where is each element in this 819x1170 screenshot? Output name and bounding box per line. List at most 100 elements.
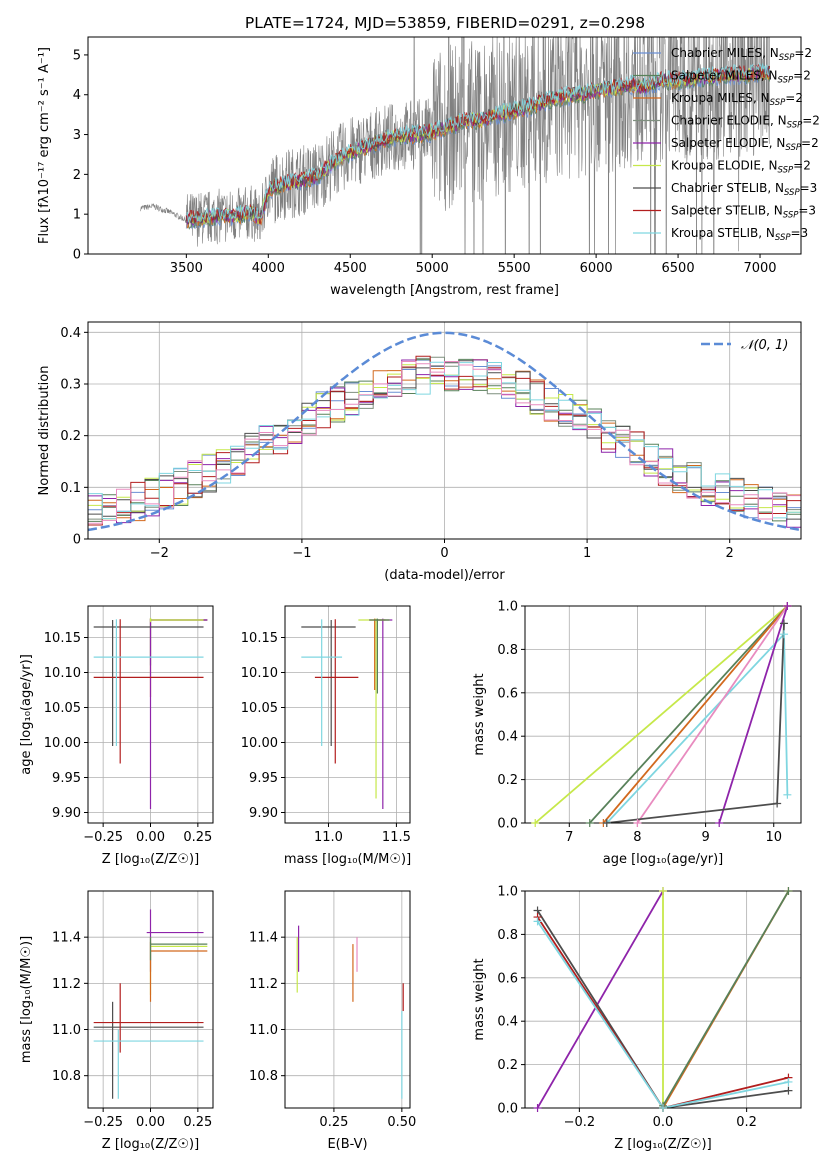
x-tick-label: 7000 — [743, 261, 776, 276]
axes-frame — [284, 605, 411, 824]
x-tick-label: 10 — [765, 830, 782, 845]
y-tick-label: 11.0 — [52, 1023, 81, 1038]
histogram-pink — [88, 361, 801, 524]
x-tick-label: −0.25 — [83, 830, 123, 845]
x-tick-label: 5000 — [416, 261, 449, 276]
x-axis-label: E(B-V) — [327, 1137, 367, 1152]
model-line-kroupa-stelib — [185, 62, 770, 223]
x-tick-label: 0.50 — [387, 1115, 416, 1130]
gaussian-curve — [88, 331, 801, 532]
x-axis-label: age [log₁₀(age/yr)] — [603, 852, 724, 867]
x-tick-label: 0.2 — [736, 1115, 757, 1130]
y-tick-label: 2 — [73, 168, 81, 183]
y-tick-label: 11.2 — [249, 977, 278, 992]
y-tick-label: 0.3 — [60, 378, 81, 393]
weight-marker — [585, 819, 594, 827]
plot-area-spectrum — [140, 37, 770, 254]
x-tick-label: 8 — [633, 830, 641, 845]
y-tick-label: 0 — [73, 533, 81, 548]
y-tick-label: 1.0 — [497, 600, 518, 615]
y-axis-label: Flux [fλ10⁻¹⁷ erg cm⁻² s⁻¹ A⁻¹] — [37, 47, 52, 244]
legend-entry: Chabrier ELODIE, NSSP=2 — [671, 114, 819, 131]
x-tick-label: 0 — [440, 546, 448, 561]
y-tick-label: 0.8 — [497, 928, 518, 943]
y-tick-label: 9.90 — [52, 806, 81, 821]
panel-mass-vs-EBV: 0.25 0.50 10.8 11.0 11.2 11.4 E(B-V) — [249, 890, 416, 1152]
spectrum-data-line — [140, 37, 770, 254]
x-tick-label: 5500 — [498, 261, 531, 276]
x-tick-label: 6000 — [580, 261, 613, 276]
weight-line — [636, 606, 789, 823]
weight-marker — [779, 630, 788, 639]
y-tick-label: 0.4 — [497, 1015, 518, 1030]
plot-area-age-vs-Z — [93, 617, 208, 809]
y-tick-label: 10.8 — [249, 1069, 278, 1084]
weight-line — [589, 606, 789, 823]
plot-area-mass-weight-vs-age — [534, 606, 789, 823]
weight-marker — [779, 619, 788, 628]
legend-entry: Chabrier STELIB, NSSP=3 — [671, 181, 817, 198]
x-axis-label: Z [log₁₀(Z/Z☉)] — [102, 852, 199, 867]
y-tick-label: 0.1 — [60, 481, 81, 496]
y-tick-label: 0.6 — [497, 686, 518, 701]
x-tick-label: 0.25 — [183, 1115, 212, 1130]
x-tick-label: 4000 — [252, 261, 285, 276]
x-tick-label: 4500 — [334, 261, 367, 276]
gauss-legend-label: 𝒩(0, 1) — [741, 338, 788, 353]
x-tick-label: 6500 — [662, 261, 695, 276]
x-tick-label: 3500 — [170, 261, 203, 276]
weight-marker — [633, 819, 642, 827]
y-tick-label: 3 — [73, 128, 81, 143]
x-axis-label: Z [log₁₀(Z/Z☉)] — [614, 1137, 711, 1152]
axes-frame — [524, 605, 802, 824]
y-tick-label: 4 — [73, 88, 81, 103]
x-tick-label: −2 — [150, 546, 169, 561]
x-axis-label: (data-model)/error — [384, 568, 505, 583]
y-tick-label: 0.0 — [497, 817, 518, 832]
weight-line — [536, 891, 664, 1108]
y-tick-label: 10.15 — [44, 631, 81, 646]
plot-area-mass-vs-EBV — [296, 925, 404, 1099]
y-axis-label: mass weight — [472, 673, 487, 755]
y-tick-label: 0.6 — [497, 971, 518, 986]
x-tick-label: 0.0 — [653, 1115, 674, 1130]
y-tick-label: 5 — [73, 48, 81, 63]
weight-line — [606, 623, 785, 823]
y-tick-label: 11.4 — [52, 931, 81, 946]
x-tick-label: −0.25 — [83, 1115, 123, 1130]
weight-marker — [784, 1086, 793, 1095]
weight-marker — [715, 819, 724, 827]
weight-marker — [784, 887, 793, 895]
weight-marker — [659, 1104, 667, 1112]
y-tick-label: 10.05 — [44, 701, 81, 716]
weight-marker — [659, 887, 667, 895]
y-tick-label: 0.8 — [497, 643, 518, 658]
plot-area-mass-vs-Z — [93, 909, 208, 1099]
x-tick-label: 0.00 — [136, 1115, 165, 1130]
y-tick-label: 10.15 — [241, 631, 278, 646]
y-tick-label: 10.10 — [44, 666, 81, 681]
weight-marker — [783, 790, 792, 799]
weight-line — [602, 606, 789, 823]
y-tick-label: 10.05 — [241, 701, 278, 716]
y-tick-label: 9.95 — [52, 771, 81, 786]
panel-residuals: −2 −1 0 1 2 0 0.1 0.2 0.3 0.4 (data-model)/error No… — [37, 321, 802, 583]
x-tick-label: 1 — [583, 546, 591, 561]
x-tick-label: 0.00 — [136, 830, 165, 845]
y-tick-label: 0 — [73, 248, 81, 263]
y-tick-label: 11.0 — [249, 1023, 278, 1038]
x-tick-label: 11.0 — [314, 830, 343, 845]
y-tick-label: 0.0 — [497, 1102, 518, 1117]
x-tick-label: 0.25 — [319, 1115, 348, 1130]
weight-marker — [533, 1104, 542, 1112]
spectrum-legend: Chabrier MILES, NSSP=2 Salpeter MILES, NS… — [633, 46, 819, 243]
x-axis-label: wavelength [Angstrom, rest frame] — [330, 283, 559, 298]
y-tick-label: 1 — [73, 208, 81, 223]
panel-spectrum: 3500 4000 4500 5000 5500 6000 6500 7000 0 1 2 3 4 5 wa… — [37, 36, 819, 298]
y-tick-label: 10.10 — [241, 666, 278, 681]
legend-entry: Salpeter ELODIE, NSSP=2 — [671, 136, 819, 153]
plot-area-age-vs-mass — [301, 618, 393, 809]
x-axis-label: mass [log₁₀(M/M☉)] — [284, 852, 411, 867]
weight-marker — [783, 602, 792, 610]
